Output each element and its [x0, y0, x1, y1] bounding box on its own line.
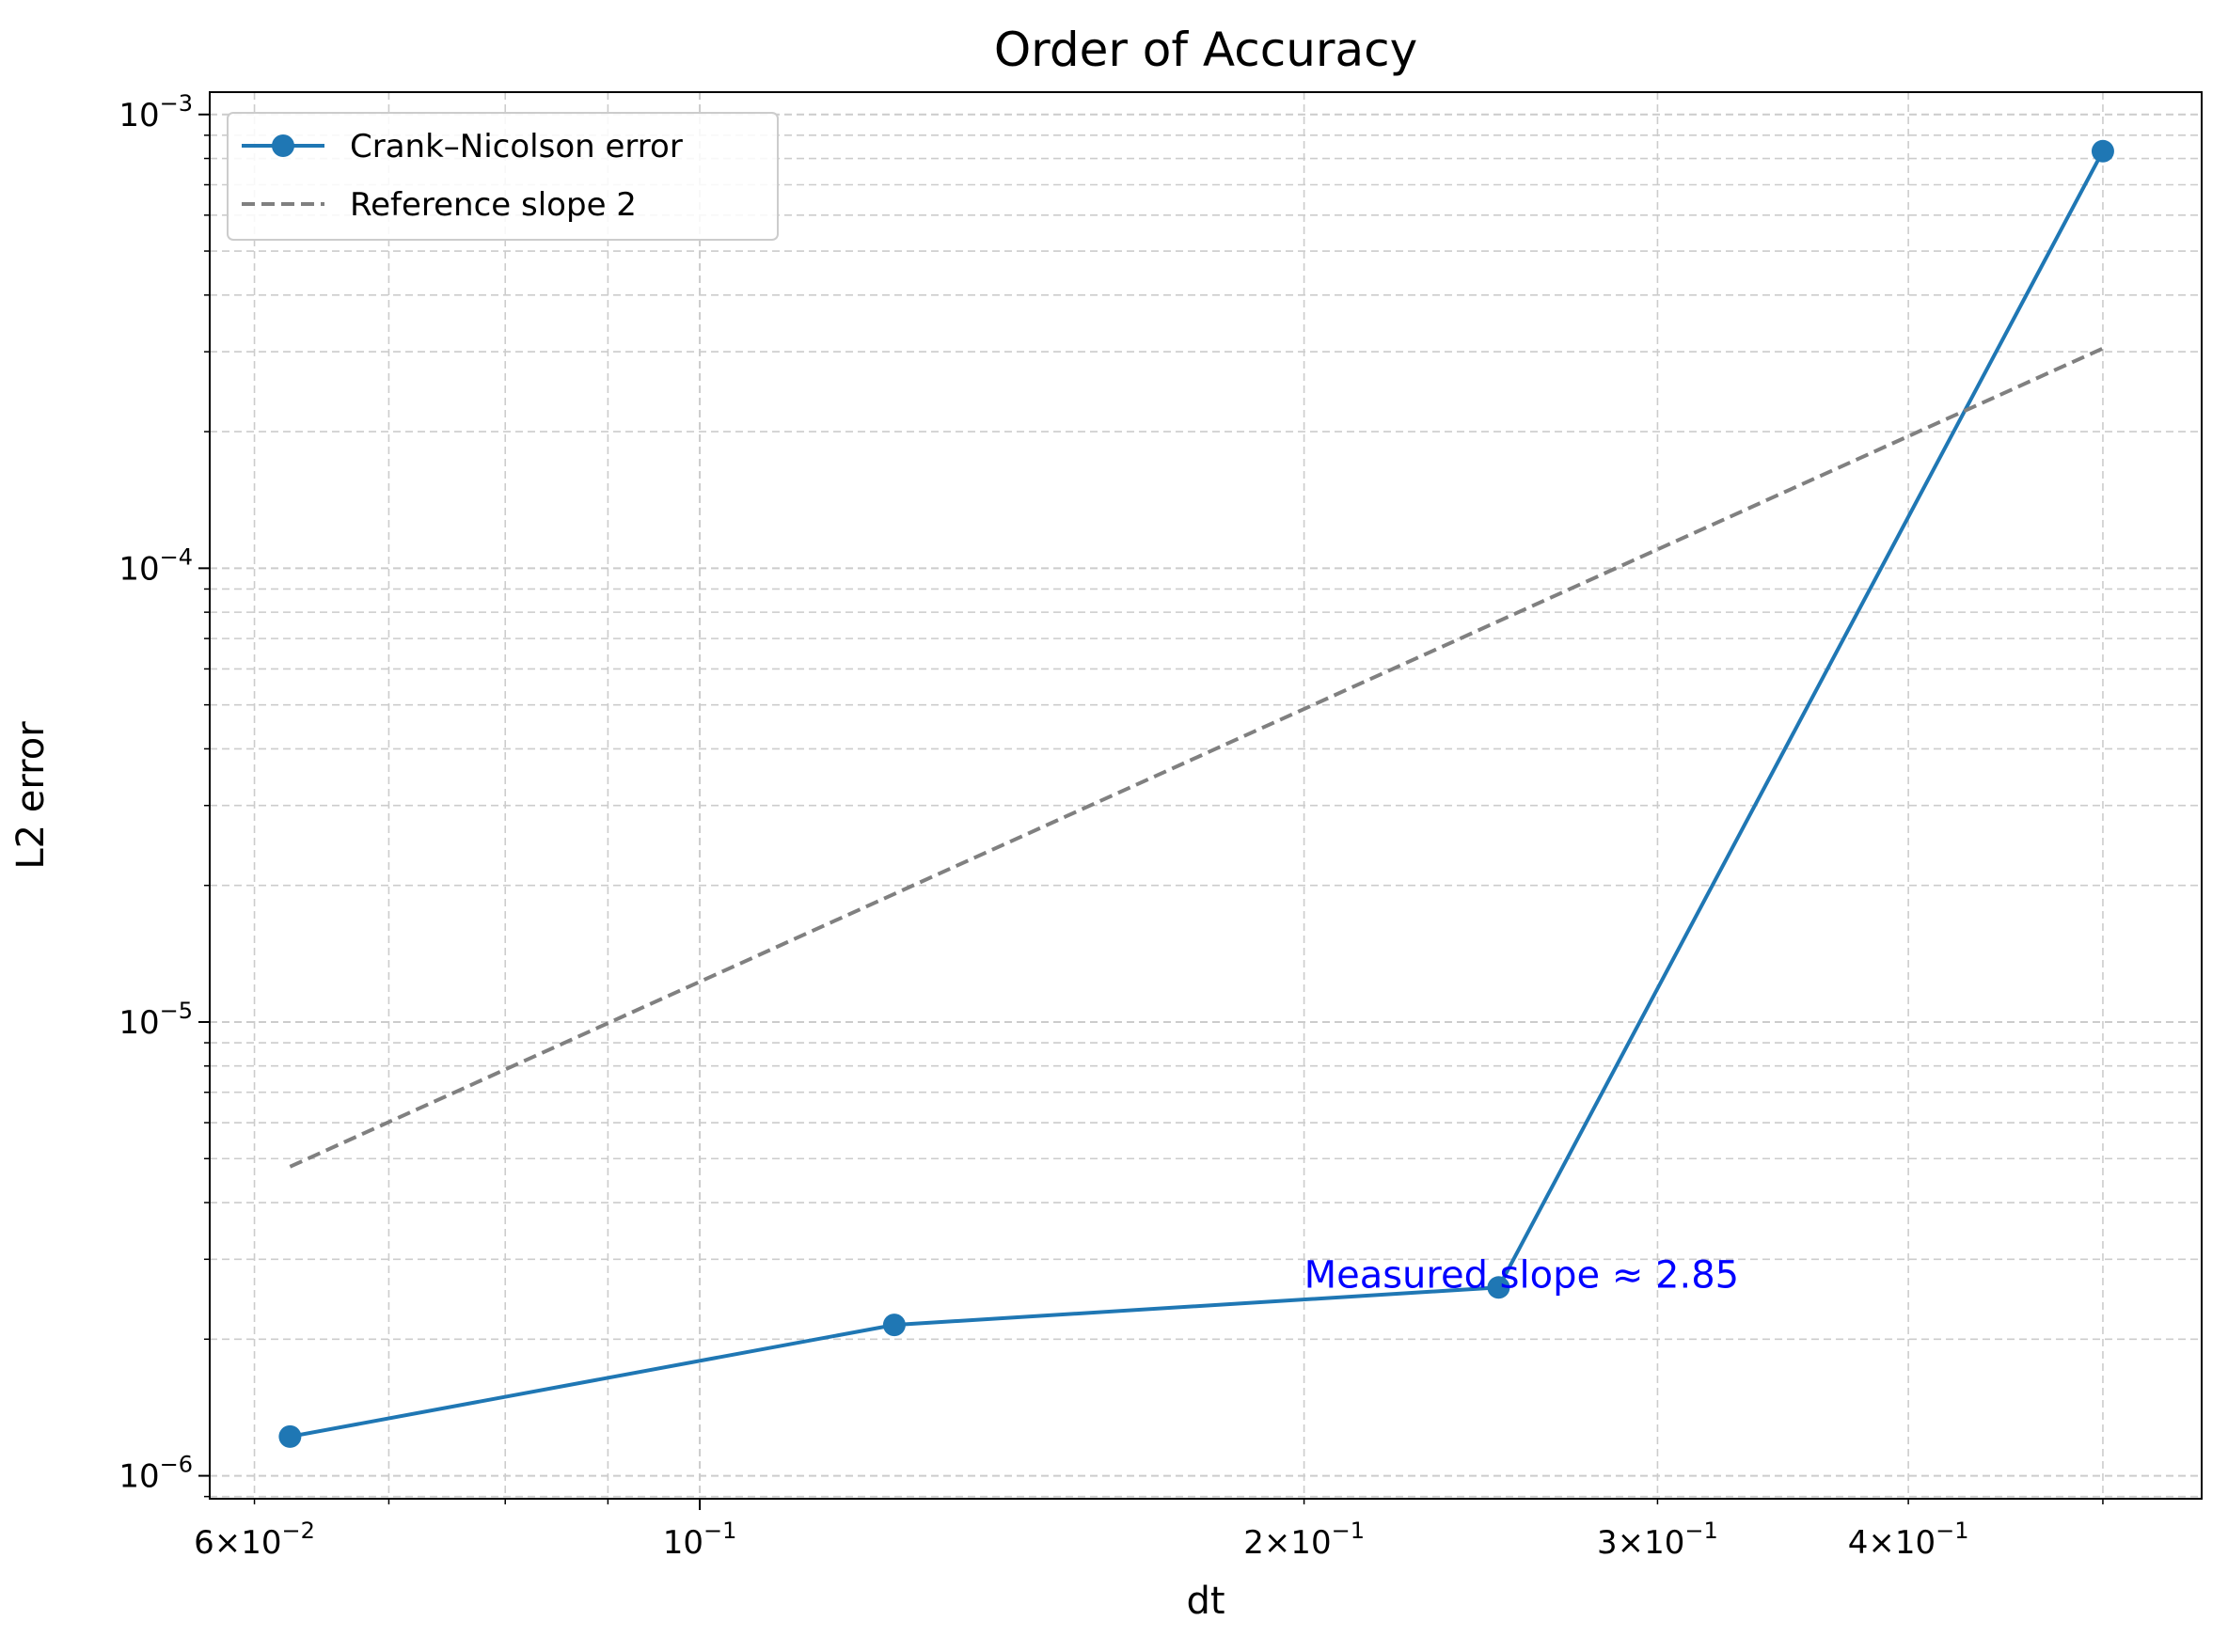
x-tick-label: 10−1 [663, 1518, 737, 1562]
y-tick-label: 10−4 [119, 543, 193, 588]
y-tick-label: 10−5 [119, 998, 193, 1042]
legend-label-1: Reference slope 2 [350, 186, 637, 224]
x-tick-label-base: 2×10 [1243, 1524, 1331, 1562]
y-tick-label: 10−6 [119, 1452, 193, 1496]
x-tick-label-base: 10 [663, 1524, 703, 1562]
x-tick-label: 6×10−2 [194, 1518, 315, 1562]
y-tick-label-exponent: −6 [160, 1452, 193, 1478]
series-layer [278, 139, 2114, 1448]
x-tick-label: 4×10−1 [1848, 1518, 1969, 1562]
annotations: Measured slope ≈ 2.85 [1304, 1253, 1740, 1297]
data-point [1487, 1276, 1510, 1299]
x-tick-label: 3×10−1 [1597, 1518, 1718, 1562]
series-line-1 [289, 346, 2104, 1169]
x-tick-label-exponent: −1 [1936, 1518, 1968, 1544]
y-tick-label-exponent: −5 [160, 998, 193, 1024]
x-axis-label: dt [1186, 1580, 1225, 1623]
chart-title: Order of Accuracy [994, 23, 1417, 77]
slope-annotation: Measured slope ≈ 2.85 [1304, 1253, 1740, 1297]
y-tick-label: 10−3 [119, 90, 193, 134]
y-tick-label-base: 10 [119, 550, 159, 588]
y-tick-label-exponent: −3 [160, 90, 193, 117]
x-tick-label-exponent: −1 [1332, 1518, 1365, 1544]
data-point [2091, 139, 2114, 163]
legend-label-0: Crank–Nicolson error [350, 128, 683, 165]
x-tick-label-exponent: −1 [1684, 1518, 1717, 1544]
legend-box [227, 112, 779, 241]
legend-marker [272, 134, 294, 157]
axis-ticks: 10−610−510−410−36×10−2 10−1 2×10−1 3×10−1 4×… [119, 90, 2104, 1562]
y-axis-label: L2 error [9, 721, 53, 870]
x-tick-label-exponent: −2 [282, 1518, 315, 1544]
x-tick-label-exponent: −1 [703, 1518, 736, 1544]
y-tick-label-base: 10 [119, 97, 159, 134]
x-tick-label: 2×10−1 [1243, 1518, 1365, 1562]
data-point [882, 1314, 906, 1337]
y-tick-label-base: 10 [119, 1458, 159, 1496]
x-tick-label-base: 6×10 [194, 1524, 281, 1562]
plot-frame [209, 91, 2203, 1500]
x-tick-label-base: 3×10 [1597, 1524, 1684, 1562]
legend: Crank–Nicolson error Reference slope 2 [227, 112, 779, 241]
data-point [278, 1424, 302, 1448]
x-tick-label-base: 4×10 [1848, 1524, 1936, 1562]
y-tick-label-base: 10 [119, 1004, 159, 1042]
y-tick-label-exponent: −4 [160, 543, 193, 570]
series-line-0 [290, 149, 2105, 1439]
